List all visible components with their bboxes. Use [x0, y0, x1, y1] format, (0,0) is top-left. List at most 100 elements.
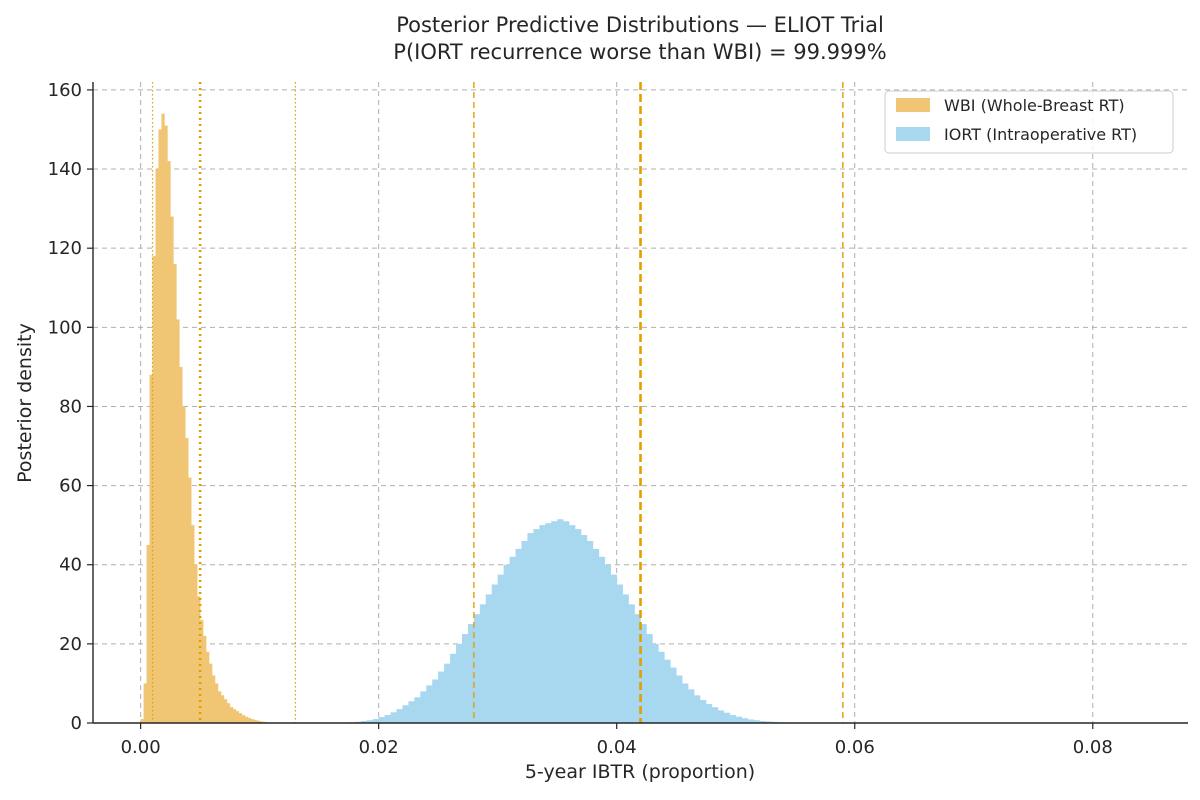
bar-iort — [510, 557, 516, 723]
bar-iort — [629, 604, 635, 723]
legend-label-iort: IORT (Intraoperative RT) — [944, 125, 1137, 144]
bar-wbi — [170, 217, 173, 723]
bar-wbi — [173, 264, 176, 723]
bar-wbi — [194, 565, 197, 723]
bar-iort — [492, 585, 498, 723]
legend-label-wbi: WBI (Whole-Breast RT) — [944, 96, 1125, 115]
y-tick-label: 140 — [48, 159, 82, 180]
legend: WBI (Whole-Breast RT) IORT (Intraoperati… — [885, 91, 1173, 153]
bar-iort — [474, 614, 480, 723]
bar-iort — [557, 519, 563, 723]
bar-iort — [379, 717, 385, 723]
y-tick-label: 60 — [59, 476, 82, 497]
bar-wbi — [218, 691, 221, 723]
y-tick-label: 0 — [71, 713, 82, 734]
bar-iort — [587, 541, 593, 723]
bar-iort — [450, 654, 456, 723]
bar-wbi — [167, 161, 170, 723]
bar-iort — [480, 604, 486, 723]
bar-iort — [688, 689, 694, 723]
bar-iort — [676, 676, 682, 723]
bar-iort — [408, 701, 414, 723]
y-tick-label: 40 — [59, 555, 82, 576]
bar-iort — [670, 668, 676, 723]
bar-iort — [516, 549, 522, 723]
bar-wbi — [164, 126, 167, 723]
bar-iort — [712, 707, 718, 723]
bar-wbi — [155, 169, 158, 723]
bar-iort — [545, 523, 551, 723]
bar-iort — [664, 660, 670, 723]
bar-iort — [658, 652, 664, 723]
bar-iort — [611, 575, 617, 723]
bar-iort — [599, 557, 605, 723]
bar-iort — [623, 594, 629, 723]
bar-wbi — [236, 711, 239, 723]
bar-iort — [706, 704, 712, 723]
bar-wbi — [144, 683, 147, 723]
bar-iort — [462, 634, 468, 723]
bar-wbi — [245, 717, 248, 723]
bar-wbi — [179, 367, 182, 723]
bar-wbi — [230, 707, 233, 723]
bar-wbi — [185, 438, 188, 723]
bar-iort — [504, 565, 510, 723]
x-tick-label: 0.02 — [359, 737, 399, 758]
bar-iort — [700, 700, 706, 723]
y-tick-label: 160 — [48, 80, 82, 101]
bar-iort — [563, 521, 569, 723]
bar-iort — [432, 679, 438, 723]
bar-iort — [539, 525, 545, 723]
bar-wbi — [209, 664, 212, 723]
bar-iort — [426, 685, 432, 723]
histogram-bars — [141, 114, 796, 723]
bar-iort — [742, 718, 748, 723]
bar-wbi — [203, 636, 206, 723]
bar-iort — [682, 683, 688, 723]
bar-iort — [730, 715, 736, 723]
bar-iort — [617, 585, 623, 723]
bar-iort — [527, 533, 533, 723]
bar-iort — [533, 529, 539, 723]
bar-wbi — [239, 713, 242, 723]
bar-iort — [444, 664, 450, 723]
bar-iort — [551, 521, 557, 723]
chart-subtitle: P(IORT recurrence worse than WBI) = 99.9… — [393, 40, 886, 64]
bar-iort — [646, 634, 652, 723]
bar-iort — [385, 715, 391, 723]
bar-iort — [718, 710, 724, 723]
bar-iort — [420, 691, 426, 723]
bar-iort — [391, 712, 397, 723]
bar-iort — [575, 529, 581, 723]
chart-title: Posterior Predictive Distributions — ELI… — [396, 13, 884, 37]
bar-iort — [736, 717, 742, 723]
bar-iort — [652, 644, 658, 723]
bar-iort — [521, 541, 527, 723]
bar-wbi — [215, 683, 218, 723]
y-tick-label: 100 — [48, 317, 82, 338]
bar-wbi — [176, 319, 179, 723]
bar-iort — [456, 644, 462, 723]
bar-wbi — [147, 545, 150, 723]
bar-wbi — [248, 718, 251, 723]
bar-wbi — [206, 652, 209, 723]
bar-wbi — [212, 676, 215, 723]
bar-wbi — [242, 715, 245, 723]
bar-wbi — [188, 478, 191, 723]
x-tick-label: 0.04 — [597, 737, 637, 758]
x-tick-label: 0.08 — [1073, 737, 1113, 758]
x-tick-label: 0.00 — [121, 737, 161, 758]
x-axis-label: 5-year IBTR (proportion) — [525, 761, 755, 783]
bar-iort — [569, 525, 575, 723]
bar-iort — [724, 713, 730, 723]
bar-iort — [486, 594, 492, 723]
bar-wbi — [233, 709, 236, 723]
bar-iort — [438, 672, 444, 723]
legend-swatch-wbi — [896, 98, 930, 112]
bar-wbi — [182, 406, 185, 723]
bar-wbi — [227, 703, 230, 723]
bar-iort — [593, 549, 599, 723]
bar-iort — [397, 709, 403, 723]
bar-wbi — [161, 114, 164, 723]
